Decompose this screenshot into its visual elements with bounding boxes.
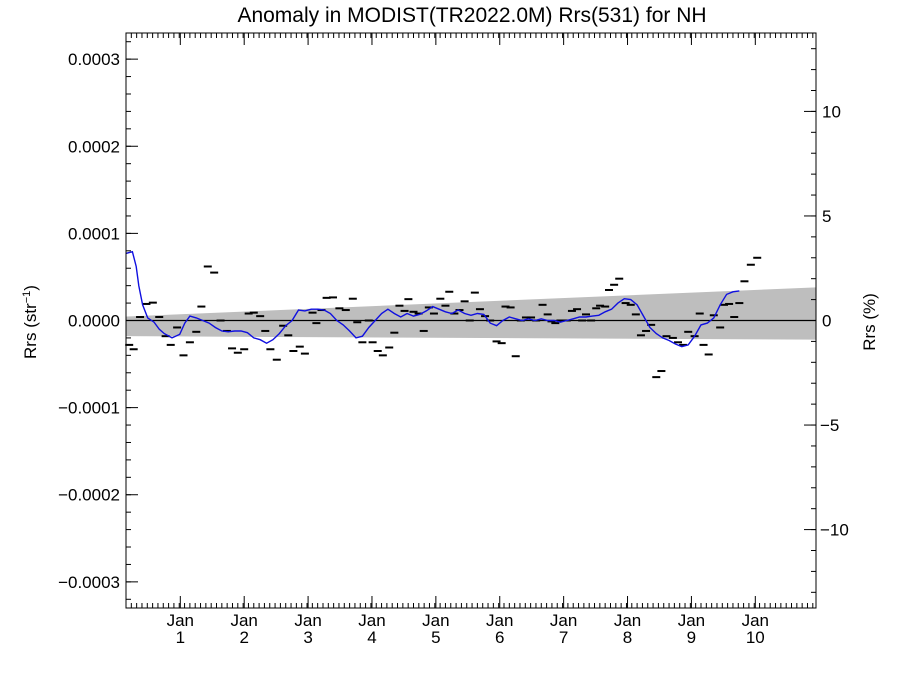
x-tick-year: 1 bbox=[176, 628, 185, 647]
x-tick-year: 3 bbox=[303, 628, 312, 647]
left-tick-label: −0.0001 bbox=[58, 399, 120, 418]
x-tick-year: 7 bbox=[559, 628, 568, 647]
uncertainty-band bbox=[126, 287, 816, 340]
x-tick-month: Jan bbox=[614, 611, 641, 630]
x-tick-year: 6 bbox=[495, 628, 504, 647]
x-tick-month: Jan bbox=[422, 611, 449, 630]
marker-series bbox=[125, 256, 762, 379]
x-tick-year: 4 bbox=[367, 628, 376, 647]
x-tick-month: Jan bbox=[550, 611, 577, 630]
left-tick-label: −0.0003 bbox=[58, 573, 120, 592]
left-tick-label: 0.0000 bbox=[68, 312, 120, 331]
left-tick-label: 0.0001 bbox=[68, 224, 120, 243]
right-y-axis: 10 5 0 −5 −10 bbox=[804, 48, 849, 593]
x-axis: Jan1Jan2Jan3Jan4Jan5Jan6Jan7Jan8Jan9Jan1… bbox=[125, 33, 814, 647]
plot-area bbox=[125, 32, 817, 609]
x-tick-year: 5 bbox=[431, 628, 440, 647]
x-tick-month: Jan bbox=[678, 611, 705, 630]
chart-title: Anomaly in MODIST(TR2022.0M) Rrs(531) fo… bbox=[237, 4, 706, 27]
right-tick-label: 0 bbox=[822, 312, 831, 331]
x-tick-year: 8 bbox=[623, 628, 632, 647]
right-tick-label: −5 bbox=[820, 416, 839, 435]
x-tick-month: Jan bbox=[742, 611, 769, 630]
right-axis-label: Rrs (%) bbox=[860, 293, 879, 351]
right-tick-label: −10 bbox=[820, 521, 849, 540]
x-tick-year: 9 bbox=[687, 628, 696, 647]
x-tick-month: Jan bbox=[230, 611, 257, 630]
right-tick-label: 5 bbox=[822, 207, 831, 226]
x-tick-year: 10 bbox=[746, 628, 765, 647]
left-axis-label: Rrs (str−1) bbox=[21, 285, 40, 359]
x-tick-month: Jan bbox=[486, 611, 513, 630]
left-tick-label: 0.0002 bbox=[68, 137, 120, 156]
left-tick-label: −0.0002 bbox=[58, 486, 120, 505]
anomaly-line bbox=[125, 250, 740, 348]
x-tick-month: Jan bbox=[294, 611, 321, 630]
x-tick-month: Jan bbox=[358, 611, 385, 630]
left-axis-label-sup: −1 bbox=[21, 291, 33, 304]
right-tick-label: 10 bbox=[822, 102, 841, 121]
left-y-axis: 0.0003 0.0002 0.0001 0.0000 −0.0001 −0.0002 −0… bbox=[58, 41, 138, 600]
left-axis-label-close: ) bbox=[21, 285, 40, 291]
left-tick-label: 0.0003 bbox=[68, 50, 120, 69]
left-axis-label-main: Rrs (str bbox=[21, 303, 40, 359]
x-tick-month: Jan bbox=[167, 611, 194, 630]
x-tick-year: 2 bbox=[239, 628, 248, 647]
